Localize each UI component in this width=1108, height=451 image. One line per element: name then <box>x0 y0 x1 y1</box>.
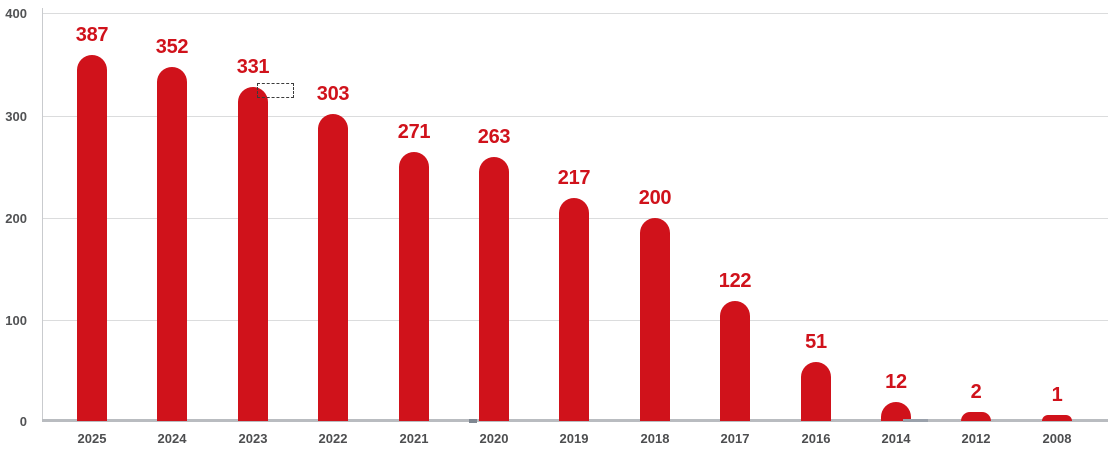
bar-2008[interactable] <box>1042 415 1072 421</box>
bar-2023[interactable] <box>238 87 268 421</box>
cursor-artifact-right <box>903 419 928 422</box>
bar-value-label: 387 <box>75 24 109 46</box>
x-tick-label: 2017 <box>720 431 750 446</box>
cursor-artifact-left <box>469 419 477 423</box>
bar-value-label: 303 <box>316 83 350 105</box>
bar-value-label: 12 <box>885 371 907 393</box>
x-tick-label: 2023 <box>238 431 268 446</box>
bar-2019[interactable] <box>559 198 589 421</box>
y-tick-label: 100 <box>5 313 27 328</box>
x-tick-label: 2008 <box>1042 431 1072 446</box>
x-tick-label: 2014 <box>881 431 911 446</box>
x-tick-label: 2021 <box>399 431 429 446</box>
x-tick-label: 2016 <box>801 431 831 446</box>
gridline <box>43 116 1108 117</box>
x-tick-label: 2019 <box>559 431 589 446</box>
bar-value-label: 263 <box>477 126 511 148</box>
y-tick-label: 0 <box>19 414 27 429</box>
bar-value-label: 200 <box>638 187 672 209</box>
x-tick-label: 2018 <box>640 431 670 446</box>
bar-2025[interactable] <box>77 55 107 421</box>
bar-value-label: 217 <box>557 167 591 189</box>
bar-2012[interactable] <box>961 412 991 421</box>
bar-value-label: 122 <box>718 270 752 292</box>
bar-value-label: 51 <box>805 331 827 353</box>
bar-value-label: 271 <box>397 121 431 143</box>
bar-2016[interactable] <box>801 362 831 421</box>
x-tick-label: 2020 <box>479 431 509 446</box>
focus-outline-artifact <box>257 83 294 98</box>
x-tick-label: 2024 <box>157 431 187 446</box>
gridline <box>43 13 1108 14</box>
bar-2022[interactable] <box>318 114 348 421</box>
x-tick-label: 2012 <box>961 431 991 446</box>
bar-2014[interactable] <box>881 402 911 421</box>
y-tick-label: 400 <box>5 6 27 21</box>
x-tick-label: 2025 <box>77 431 107 446</box>
y-tick-label: 300 <box>5 109 27 124</box>
bar-2017[interactable] <box>720 301 750 421</box>
y-tick-label: 200 <box>5 211 27 226</box>
bar-value-label: 331 <box>236 56 270 78</box>
bar-value-label: 2 <box>970 381 982 403</box>
x-tick-label: 2022 <box>318 431 348 446</box>
bar-2020[interactable] <box>479 157 509 421</box>
bar-value-label: 1 <box>1051 384 1063 406</box>
bar-2021[interactable] <box>399 152 429 421</box>
y-axis-line <box>42 8 43 422</box>
bar-value-label: 352 <box>155 36 189 58</box>
bar-2024[interactable] <box>157 67 187 421</box>
bar-2018[interactable] <box>640 218 670 421</box>
